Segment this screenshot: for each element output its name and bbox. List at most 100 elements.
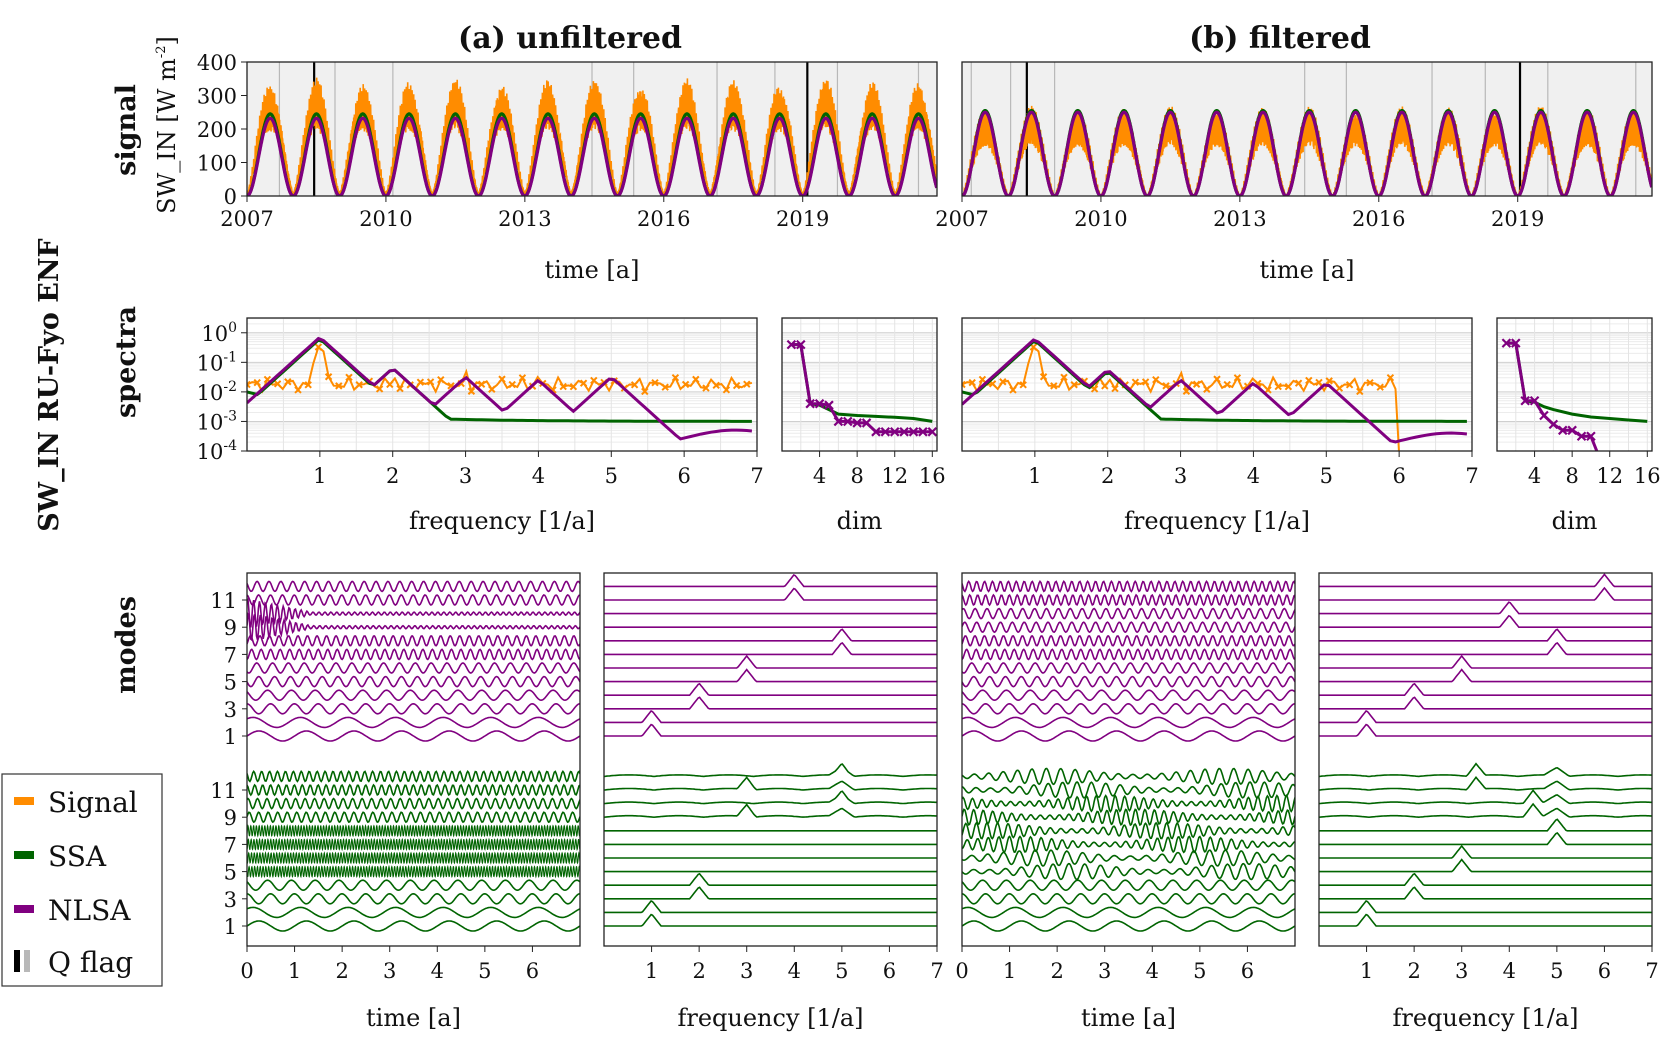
spectra-a-ytick-label-3-base: 10: [197, 410, 224, 434]
modes-time-b-mode-nlsa-3: [962, 702, 1295, 715]
dim-a-marker-11: [889, 427, 900, 437]
spectra-b-marker-74: [1335, 384, 1344, 392]
spectra-a-marker-76: [630, 381, 639, 389]
spectra-a-marker-36: [426, 378, 435, 386]
modes-freq-b-xtick-label-2: 3: [1455, 959, 1468, 983]
spectra-a-marker-96: [732, 381, 741, 390]
signal-ylabel-sup: -2: [154, 46, 169, 59]
signal-a-series-ssa: [247, 112, 937, 196]
modes-freq-b-mode-nlsa-2: [1319, 710, 1652, 724]
modes-time-a-mode-ssa-2: [247, 906, 580, 919]
modes-freq-b-mode-ssa-8: [1319, 818, 1652, 832]
modes-time-a-mode-ssa-4: [247, 879, 580, 892]
spectra-b-frame: [961, 317, 1473, 452]
modes-time-a-mode-ssa-9: [247, 811, 580, 824]
spectra-b-marker-38: [1152, 375, 1160, 384]
modes-time-a-ytick-label-nlsa-2: 5: [224, 671, 237, 695]
modes-freq-a-mode-ssa-4: [604, 872, 937, 886]
modes-time-a-mode-nlsa-11: [247, 594, 580, 606]
modes-time-a-mode-ssa-12: [247, 769, 580, 783]
modes-freq-a-frame: [603, 572, 938, 947]
spectra-b-xtick-label-1: 2: [1101, 464, 1114, 488]
spectra-b-xlabel: frequency [1/a]: [1124, 507, 1310, 535]
modes-time-a-ytick-label-nlsa-4: 9: [224, 616, 237, 640]
dim-a-xlabel: dim: [837, 507, 883, 535]
spectra-b-marker-54: [1233, 374, 1242, 382]
modes-time-b-mode-ssa-7: [962, 835, 1295, 854]
spectra-a-marker-34: [416, 378, 425, 386]
spectra-a-marker-84: [671, 373, 680, 382]
modes-time-b-mode-nlsa-6: [962, 662, 1295, 674]
spectra-b-xtick-label-4: 5: [1320, 464, 1333, 488]
dim-a-marker-4: [824, 400, 834, 410]
modes-time-a-plot: [247, 580, 580, 932]
modes-freq-b-mode-nlsa-7: [1319, 642, 1652, 656]
dim-b-xtick-label-2: 12: [1596, 464, 1623, 488]
signal-a-xtick-label-4: 2019: [776, 207, 829, 231]
dim-a-marker-14: [918, 427, 928, 437]
spectra-a-ytick-label-4: 10-4: [197, 438, 237, 464]
modes-time-a-frame: [246, 572, 581, 947]
spectra-a-xtick-label-1: 2: [386, 464, 399, 488]
modes-freq-b-mode-nlsa-9: [1319, 614, 1652, 628]
modes-time-b-mode-ssa-4: [962, 879, 1295, 892]
dim-a-marker-3: [814, 398, 825, 409]
modes-freq-a-mode-nlsa-2: [604, 710, 937, 724]
spectra-b-marker-28: [1101, 382, 1109, 390]
modes-freq-a-mode-nlsa-6: [604, 654, 937, 669]
signal-b-series-nlsa: [962, 110, 1652, 196]
legend-swatch-signal: [14, 797, 34, 805]
modes-time-a-ytick-label-ssa-2: 5: [224, 861, 237, 885]
dim-b-marker-5: [1548, 419, 1559, 430]
modes-time-a-mode-nlsa-5: [247, 675, 580, 688]
modes-freq-b-mode-ssa-9: [1319, 802, 1652, 819]
modes-freq-a-mode-nlsa-8: [604, 628, 937, 642]
dim-b-marker-0: [1501, 338, 1512, 348]
modes-time-a-xtick-label-0: 0: [240, 959, 253, 983]
modes-freq-a-mode-ssa-12: [604, 763, 937, 778]
spectra-b-marker-66: [1294, 379, 1303, 387]
modes-freq-a-xlabel: frequency [1/a]: [677, 1004, 863, 1032]
modes-freq-b-mode-nlsa-3: [1319, 696, 1652, 710]
dim-a-frame: [781, 317, 938, 452]
dim-b-marker-9: [1586, 431, 1596, 441]
modes-time-b-mode-nlsa-5: [962, 675, 1295, 688]
dim-a-xtick-label-3: 16: [919, 464, 946, 488]
modes-time-b-xtick-label-6: 6: [1241, 959, 1254, 983]
modes-time-b-mode-nlsa-9: [962, 621, 1295, 634]
dim-b-marker-7: [1567, 425, 1577, 436]
signal-b-xtick-label-4: 2019: [1491, 207, 1544, 231]
row-label-modes: modes: [111, 596, 142, 694]
modes-time-b-mode-nlsa-4: [962, 689, 1295, 702]
spectra-a-marker-14: [314, 343, 323, 351]
spectra-b-marker-60: [1264, 386, 1272, 394]
modes-time-a-ytick-label-nlsa-5: 11: [210, 589, 237, 613]
spectra-a-ytick-label-1-base: 10: [197, 351, 224, 375]
signal-a-xlabel: time [a]: [545, 256, 640, 284]
dim-b-marker-1: [1511, 338, 1521, 348]
modes-time-b-xlabel: time [a]: [1081, 1004, 1176, 1032]
spectra-a-marker-90: [702, 384, 710, 392]
spectra-a-marker-8: [284, 378, 292, 386]
legend-label-ssa: SSA: [48, 840, 107, 873]
modes-freq-b-mode-nlsa-8: [1319, 628, 1652, 642]
modes-time-a-mode-nlsa-9: [247, 612, 580, 642]
signal-b-plot: [962, 62, 1652, 196]
modes-time-a-xlabel: time [a]: [366, 1004, 461, 1032]
modes-freq-b-mode-ssa-7: [1319, 832, 1652, 846]
legend-swatch-nlsa: [14, 905, 34, 913]
modes-time-b-mode-ssa-9: [962, 808, 1295, 827]
modes-time-a-mode-nlsa-8: [247, 635, 580, 647]
spectra-b-marker-70: [1315, 378, 1323, 387]
spectra-b-marker-4: [978, 375, 987, 384]
modes-time-b-mode-nlsa-10: [962, 607, 1295, 620]
modes-time-a-mode-nlsa-6: [247, 662, 580, 674]
modes-time-b-mode-nlsa-11: [962, 593, 1295, 607]
modes-freq-b-mode-nlsa-1: [1319, 723, 1652, 737]
dim-a-xtick-label-1: 8: [850, 464, 863, 488]
spectra-a-frame: [246, 317, 758, 452]
dim-b-xtick-label-0: 4: [1528, 464, 1541, 488]
signal-a-ytick-label-4: 400: [197, 51, 237, 75]
modes-freq-a-mode-ssa-11: [604, 776, 937, 791]
dim-a-marker-0: [786, 339, 797, 350]
